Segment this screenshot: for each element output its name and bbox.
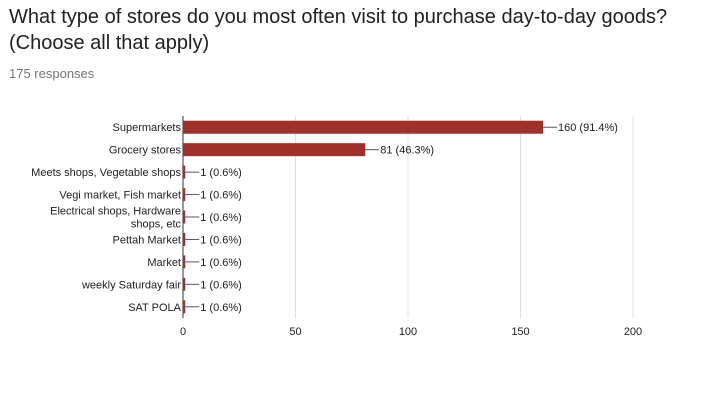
category-label: SAT POLA (128, 302, 181, 314)
data-label: 1 (0.6%) (200, 212, 242, 224)
category-labels: Supermarkets Grocery stores Meets shops, V… (31, 122, 181, 314)
data-label: 1 (0.6%) (200, 190, 242, 202)
category-label: Pettah Market (113, 234, 181, 246)
bar (183, 255, 186, 269)
category-label: Electrical shops, Hardware (50, 206, 181, 218)
bar (183, 120, 543, 134)
data-label: 1 (0.6%) (200, 167, 242, 179)
x-tick-label: 100 (399, 326, 417, 338)
data-label: 160 (91.4%) (558, 122, 618, 134)
data-label: 1 (0.6%) (200, 279, 242, 291)
data-label: 1 (0.6%) (200, 234, 242, 246)
x-tick-label: 50 (289, 326, 301, 338)
bar (183, 232, 186, 246)
x-axis-ticks: 0 50 100 150 200 (180, 326, 642, 338)
bar (183, 143, 366, 157)
data-label: 1 (0.6%) (200, 302, 242, 314)
data-label: 81 (46.3%) (380, 145, 434, 157)
category-label: weekly Saturday fair (81, 279, 181, 291)
x-tick-label: 0 (180, 326, 186, 338)
question-title: What type of stores do you most often vi… (9, 6, 668, 54)
category-label: shops, etc (131, 219, 182, 231)
bar (183, 165, 186, 179)
response-count: 175 responses (9, 66, 95, 81)
category-label: Meets shops, Vegetable shops (31, 167, 181, 179)
category-label: Vegi market, Fish market (59, 190, 181, 202)
x-tick-label: 200 (624, 326, 642, 338)
x-tick-label: 150 (511, 326, 529, 338)
category-label: Supermarkets (113, 122, 182, 134)
bar (183, 188, 186, 202)
bar (183, 300, 186, 314)
bar (183, 210, 186, 224)
bars: 160 (91.4%) 81 (46.3%) 1 (0.6%) 1 (0.6%) 1 (… (183, 120, 618, 314)
data-label: 1 (0.6%) (200, 257, 242, 269)
bar (183, 277, 186, 291)
category-label: Market (147, 257, 181, 269)
category-label: Grocery stores (109, 145, 182, 157)
